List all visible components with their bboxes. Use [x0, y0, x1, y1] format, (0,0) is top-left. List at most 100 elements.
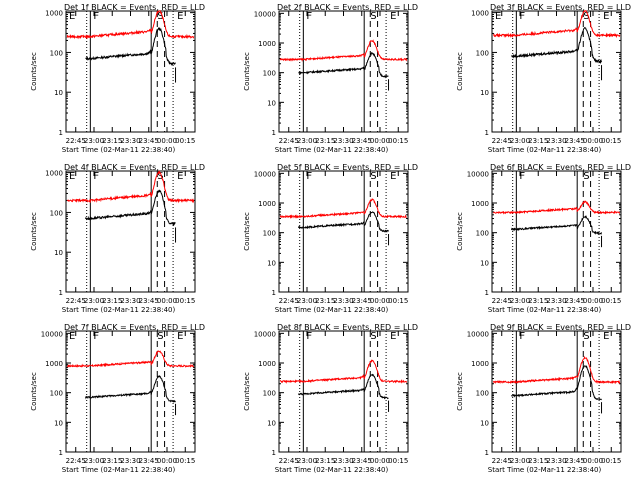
- x-axis-label: Start Time (02-Mar-11 22:38:40): [62, 466, 176, 474]
- x-tick-label: 23:15: [315, 137, 335, 145]
- lld-series-line: [279, 39, 408, 62]
- chart-title: Det 4f BLACK = Events, RED = LLD: [64, 163, 205, 172]
- y-tick-label: 100: [476, 230, 489, 238]
- chart-title: Det 8f BLACK = Events, RED = LLD: [277, 323, 418, 332]
- x-tick-label: 23:30: [333, 137, 353, 145]
- marker-label: F: [306, 11, 312, 22]
- y-tick-label: 10000: [467, 170, 489, 178]
- x-tick-label: 23:45: [352, 297, 372, 305]
- y-tick-label: 1000: [258, 40, 276, 48]
- y-tick-label: 10000: [254, 170, 276, 178]
- y-tick-label: 100: [263, 70, 276, 78]
- plot-frame: [65, 330, 196, 453]
- chart-panel-1: Det 1f BLACK = Events, RED = LLD 1 10 100 10…: [30, 3, 205, 154]
- y-axis-label: Counts/sec: [456, 372, 464, 411]
- x-tick-label: 00:15: [601, 297, 621, 305]
- events-series-line: [511, 215, 602, 235]
- x-tick-label: 22:45: [279, 457, 299, 465]
- y-tick-label: 1000: [471, 10, 489, 18]
- marker-label: F: [93, 171, 99, 182]
- x-tick-label: 23:00: [297, 137, 317, 145]
- marker-label: E: [603, 331, 609, 342]
- marker-label: S: [370, 11, 376, 22]
- chart-panel-2: Det 2f BLACK = Events, RED = LLD 1 10 100 10…: [243, 3, 418, 154]
- plot-frame: [278, 170, 409, 293]
- y-tick-label: 1000: [471, 200, 489, 208]
- y-tick-label: 100: [263, 390, 276, 398]
- y-tick-label: 1000: [45, 10, 63, 18]
- events-series-line: [298, 373, 389, 400]
- y-tick-label: 10: [54, 419, 63, 427]
- marker-label: F: [93, 11, 99, 22]
- x-tick-label: 23:30: [546, 297, 566, 305]
- chart-panel-7: Det 7f BLACK = Events, RED = LLD 1 10 100 10…: [30, 323, 205, 474]
- events-series-line: [298, 52, 389, 79]
- x-tick-label: 23:45: [139, 137, 159, 145]
- chart-title: Det 5f BLACK = Events, RED = LLD: [277, 163, 418, 172]
- x-tick-label: 23:30: [120, 297, 140, 305]
- x-tick-label: 00:15: [175, 297, 195, 305]
- x-tick-label: 23:00: [510, 457, 530, 465]
- y-axis-label: Counts/sec: [30, 52, 38, 91]
- x-tick-label: 00:00: [583, 457, 603, 465]
- chart-title: Det 1f BLACK = Events, RED = LLD: [64, 3, 205, 12]
- x-axis-label: Start Time (02-Mar-11 22:38:40): [62, 146, 176, 154]
- x-tick-label: 22:45: [492, 457, 512, 465]
- y-axis-label: Counts/sec: [30, 372, 38, 411]
- x-tick-label: 23:45: [352, 457, 372, 465]
- chart-title: Det 3f BLACK = Events, RED = LLD: [490, 3, 631, 12]
- x-tick-label: 00:00: [157, 457, 177, 465]
- y-tick-label: 10000: [41, 330, 63, 338]
- marker-label: E: [390, 331, 396, 342]
- plot-frame: [491, 170, 622, 293]
- y-tick-label: 100: [50, 49, 63, 57]
- marker-label: S: [157, 331, 163, 342]
- marker-label: E: [69, 11, 75, 22]
- x-tick-label: 23:00: [84, 457, 104, 465]
- lld-series-line: [493, 200, 621, 215]
- lld-series-line: [279, 359, 408, 384]
- y-tick-label: 10: [267, 99, 276, 107]
- y-tick-label: 1000: [258, 360, 276, 368]
- x-tick-label: 23:45: [565, 457, 585, 465]
- x-tick-label: 23:15: [102, 297, 122, 305]
- chart-panel-6: Det 6f BLACK = Events, RED = LLD 1 10 100 10…: [456, 163, 631, 314]
- x-tick-label: 23:45: [352, 137, 372, 145]
- x-axis-label: Start Time (02-Mar-11 22:38:40): [275, 466, 389, 474]
- y-tick-label: 100: [263, 230, 276, 238]
- chart-title: Det 9f BLACK = Events, RED = LLD: [490, 323, 631, 332]
- y-tick-label: 1000: [258, 200, 276, 208]
- x-tick-label: 00:15: [388, 137, 408, 145]
- y-tick-label: 1000: [471, 360, 489, 368]
- marker-label: E: [69, 331, 75, 342]
- events-series-line: [85, 189, 176, 227]
- x-tick-label: 23:15: [102, 137, 122, 145]
- y-tick-label: 1: [485, 449, 489, 457]
- x-tick-label: 23:45: [565, 297, 585, 305]
- x-tick-label: 23:15: [315, 297, 335, 305]
- x-tick-label: 00:00: [157, 297, 177, 305]
- x-tick-label: 00:00: [157, 137, 177, 145]
- marker-label: S: [583, 171, 589, 182]
- y-axis-label: Counts/sec: [243, 372, 251, 411]
- chart-panel-9: Det 9f BLACK = Events, RED = LLD 1 10 100 10…: [456, 323, 631, 474]
- marker-label: S: [583, 11, 589, 22]
- x-tick-label: 23:15: [528, 297, 548, 305]
- x-tick-label: 00:00: [583, 297, 603, 305]
- x-tick-label: 23:30: [120, 137, 140, 145]
- x-tick-label: 00:15: [388, 457, 408, 465]
- x-axis-label: Start Time (02-Mar-11 22:38:40): [275, 146, 389, 154]
- y-tick-label: 1: [485, 289, 489, 297]
- events-series-line: [511, 26, 602, 65]
- chart-panel-8: Det 8f BLACK = Events, RED = LLD 1 10 100 10…: [243, 323, 418, 474]
- y-tick-label: 10: [54, 89, 63, 97]
- y-tick-label: 1: [485, 129, 489, 137]
- x-tick-label: 23:15: [528, 137, 548, 145]
- x-tick-label: 22:45: [492, 297, 512, 305]
- y-tick-label: 10000: [254, 330, 276, 338]
- marker-label: E: [177, 331, 183, 342]
- x-axis-label: Start Time (02-Mar-11 22:38:40): [62, 306, 176, 314]
- events-series-line: [298, 211, 389, 233]
- y-tick-label: 100: [476, 390, 489, 398]
